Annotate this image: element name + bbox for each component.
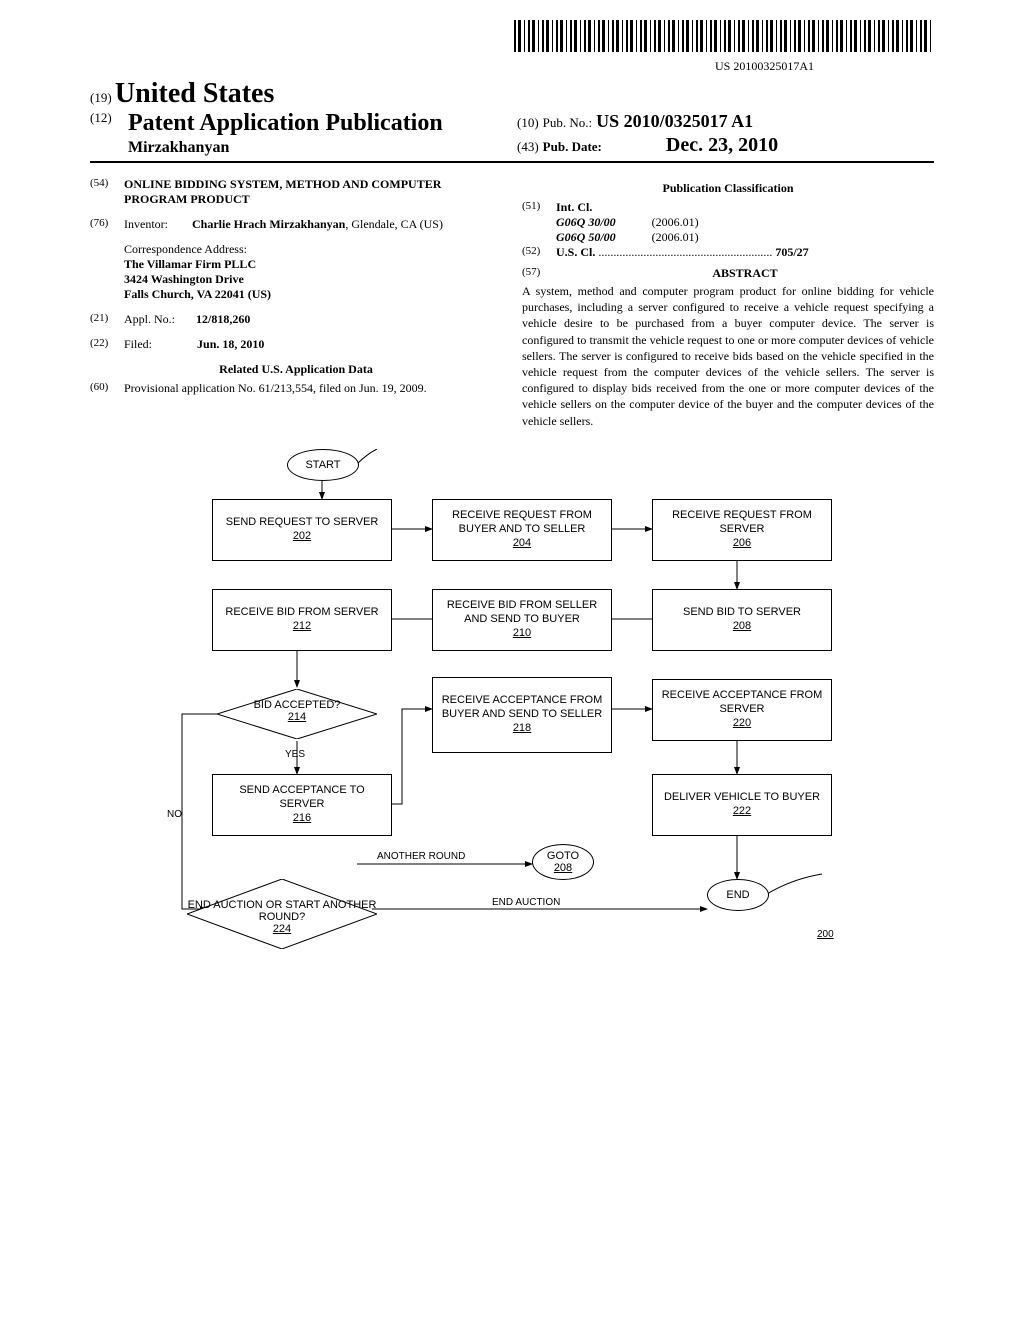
intcl-label: Int. Cl. (556, 200, 934, 215)
flowchart-node-n224: END AUCTION OR START ANOTHER ROUND?224 (187, 879, 377, 949)
classification-header: Publication Classification (522, 181, 934, 196)
abstract-label: ABSTRACT (556, 266, 934, 281)
flowchart-node-n216: SEND ACCEPTANCE TO SERVER216 (212, 774, 392, 836)
label-no: NO (167, 809, 182, 820)
code-76: (76) (90, 217, 124, 232)
flowchart-node-end: END (707, 879, 769, 911)
appl-no-label: Appl. No.: (124, 312, 175, 326)
flowchart-node-n206: RECEIVE REQUEST FROM SERVER206 (652, 499, 832, 561)
pub-date-label: Pub. Date: (543, 139, 602, 154)
filed-row: (22) Filed: Jun. 18, 2010 (90, 337, 502, 352)
document-header: (19) United States (12) Patent Applicati… (90, 78, 934, 163)
body-columns: (54) ONLINE BIDDING SYSTEM, METHOD AND C… (90, 177, 934, 429)
pub-no-line: (10) Pub. No.: US 2010/0325017 A1 (517, 111, 934, 132)
label-another-round: ANOTHER ROUND (377, 851, 465, 862)
barcode-region: US 20100325017A1 (90, 20, 934, 74)
country-name: United States (115, 78, 274, 109)
filed-label: Filed: (124, 337, 152, 351)
invention-title: ONLINE BIDDING SYSTEM, METHOD AND COMPUT… (124, 177, 502, 207)
header-right: (10) Pub. No.: US 2010/0325017 A1 (43) P… (507, 111, 934, 157)
correspondence-address: Correspondence Address: The Villamar Fir… (124, 242, 502, 302)
corr-city: Falls Church, VA 22041 (US) (124, 287, 502, 302)
code-21: (21) (90, 312, 124, 327)
flowchart-node-n202: SEND REQUEST TO SERVER202 (212, 499, 392, 561)
inventor-label: Inventor: (124, 217, 168, 231)
patent-page: US 20100325017A1 (19) United States (12)… (0, 0, 1024, 1029)
flowchart-node-n222: DELIVER VEHICLE TO BUYER222 (652, 774, 832, 836)
uscl-dots: ........................................… (598, 245, 772, 259)
code-12: (12) (90, 110, 124, 126)
label-yes: YES (285, 749, 305, 760)
code-60: (60) (90, 381, 124, 396)
intcl2-code: G06Q 50/00 (556, 230, 616, 244)
intcl1-year: (2006.01) (652, 215, 699, 229)
flowchart-node-n204: RECEIVE REQUEST FROM BUYER AND TO SELLER… (432, 499, 612, 561)
pub-date: Dec. 23, 2010 (666, 134, 778, 156)
label-end-auction: END AUCTION (492, 897, 560, 908)
intcl-row: (51) Int. Cl. G06Q 30/00 (2006.01) G06Q … (522, 200, 934, 245)
corr-label: Correspondence Address: (124, 242, 502, 257)
inventor-content: Inventor: Charlie Hrach Mirzakhanyan, Gl… (124, 217, 502, 232)
code-57: (57) (522, 266, 556, 281)
flowchart-node-n214: BID ACCEPTED?214 (217, 689, 377, 739)
intcl-content: Int. Cl. G06Q 30/00 (2006.01) G06Q 50/00… (556, 200, 934, 245)
code-51: (51) (522, 200, 556, 245)
author-name: Mirzakhanyan (90, 139, 507, 157)
code-19: (19) (90, 90, 112, 105)
flowchart-node-n210: RECEIVE BID FROM SELLER AND SEND TO BUYE… (432, 589, 612, 651)
provisional-text: Provisional application No. 61/213,554, … (124, 381, 502, 396)
filed-content: Filed: Jun. 18, 2010 (124, 337, 502, 352)
pub-no-label: Pub. No.: (543, 115, 592, 130)
uscl-value: 705/27 (775, 245, 808, 259)
inventor-row: (76) Inventor: Charlie Hrach Mirzakhanya… (90, 217, 502, 232)
related-data-header: Related U.S. Application Data (90, 362, 502, 377)
pub-type: Patent Application Publication (128, 110, 443, 136)
filed-date: Jun. 18, 2010 (197, 337, 264, 351)
flowchart-node-n220: RECEIVE ACCEPTANCE FROM SERVER220 (652, 679, 832, 741)
code-10: (10) (517, 115, 539, 130)
code-22: (22) (90, 337, 124, 352)
flowchart-figure: START SEND REQUEST TO SERVER202 RECEIVE RE… (152, 449, 872, 989)
uscl-row: (52) U.S. Cl. ..........................… (522, 245, 934, 260)
corr-street: 3424 Washington Drive (124, 272, 502, 287)
barcode-graphic (514, 20, 934, 52)
flowchart-node-n208: SEND BID TO SERVER208 (652, 589, 832, 651)
uscl-label: U.S. Cl. (556, 245, 595, 259)
abstract-heading-row: (57) ABSTRACT (522, 266, 934, 281)
corr-firm: The Villamar Firm PLLC (124, 257, 502, 272)
pub-no: US 2010/0325017 A1 (596, 111, 753, 131)
intcl-2: G06Q 50/00 (2006.01) (556, 230, 934, 245)
provisional-row: (60) Provisional application No. 61/213,… (90, 381, 502, 396)
barcode-number: US 20100325017A1 (90, 59, 814, 74)
spacer (90, 242, 124, 302)
appl-no-content: Appl. No.: 12/818,260 (124, 312, 502, 327)
inventor-name: Charlie Hrach Mirzakhanyan (192, 217, 345, 231)
header-left: (19) United States (12) Patent Applicati… (90, 78, 507, 157)
flowchart-node-start: START (287, 449, 359, 481)
uscl-content: U.S. Cl. ...............................… (556, 245, 934, 260)
left-column: (54) ONLINE BIDDING SYSTEM, METHOD AND C… (90, 177, 502, 429)
abstract-text: A system, method and computer program pr… (522, 283, 934, 429)
code-52: (52) (522, 245, 556, 260)
intcl1-code: G06Q 30/00 (556, 215, 616, 229)
intcl2-year: (2006.01) (652, 230, 699, 244)
right-column: Publication Classification (51) Int. Cl.… (522, 177, 934, 429)
intcl-1: G06Q 30/00 (2006.01) (556, 215, 934, 230)
flowchart-node-n212: RECEIVE BID FROM SERVER212 (212, 589, 392, 651)
flowchart-node-goto208: GOTO208 (532, 844, 594, 880)
title-row: (54) ONLINE BIDDING SYSTEM, METHOD AND C… (90, 177, 502, 207)
code-43: (43) (517, 139, 539, 154)
inventor-location: Glendale, CA (US) (351, 217, 443, 231)
country-line: (19) United States (90, 78, 507, 110)
appl-no-row: (21) Appl. No.: 12/818,260 (90, 312, 502, 327)
pub-type-line: (12) Patent Application Publication (90, 110, 507, 137)
appl-no: 12/818,260 (196, 312, 250, 326)
code-54: (54) (90, 177, 124, 207)
figure-ref-200: 200 (817, 929, 834, 940)
pub-date-line: (43) Pub. Date: Dec. 23, 2010 (517, 134, 934, 157)
flowchart-node-n218: RECEIVE ACCEPTANCE FROM BUYER AND SEND T… (432, 677, 612, 753)
correspondence-row: Correspondence Address: The Villamar Fir… (90, 242, 502, 302)
